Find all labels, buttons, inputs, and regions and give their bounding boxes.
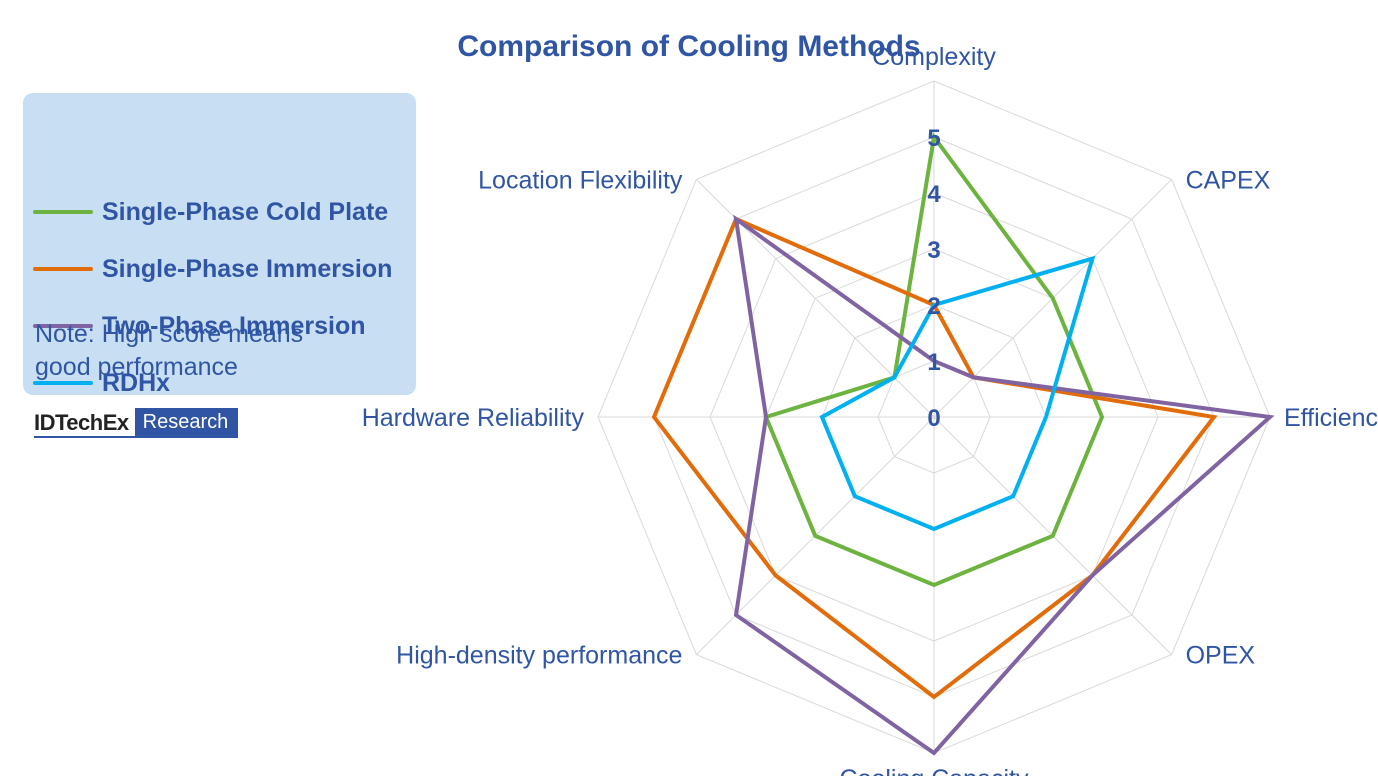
radial-tick-label: 4	[927, 181, 941, 208]
series-line-rdhx	[819, 255, 1096, 532]
axis-label-efficiency: Efficiency	[1284, 404, 1378, 432]
legend-label: Single-Phase Cold Plate	[102, 197, 389, 226]
axis-label-location-flexibility: Location Flexibility	[478, 166, 683, 194]
legend-item-single-phase-immersion[interactable]: Single-Phase Immersion	[33, 254, 392, 284]
legend-swatch	[33, 267, 93, 271]
brand-logo: IDTechEx Research	[34, 408, 239, 438]
axis-label-cooling-capacity: Cooling Capacity	[840, 765, 1029, 776]
brand-name: IDTechEx	[34, 408, 135, 438]
axis-label-capex: CAPEX	[1186, 166, 1271, 194]
legend-note: Note: High score means good performance	[35, 320, 304, 381]
radial-tick-label: 1	[927, 349, 940, 376]
series-line-two-phase-immersion	[733, 214, 1275, 756]
legend-item-rdhx[interactable]: RDHx	[33, 368, 170, 398]
axis-spoke	[696, 179, 935, 418]
axis-label-opex: OPEX	[1186, 642, 1256, 670]
legend-label: Two-Phase Immersion	[102, 311, 366, 340]
radial-tick-label: 3	[927, 237, 940, 264]
chart-title: Comparison of Cooling Methods	[457, 30, 921, 63]
legend-swatch	[33, 381, 93, 385]
legend-item-two-phase-immersion[interactable]: Two-Phase Immersion	[33, 311, 366, 341]
brand-tag: Research	[134, 408, 239, 438]
radial-tick-label: 2	[927, 293, 940, 320]
legend: Single-Phase Cold Plate Single-Phase Imm…	[23, 93, 416, 398]
radial-tick-label: 5	[927, 125, 940, 152]
radial-tick-label: 0	[927, 405, 940, 432]
legend-label: Single-Phase Immersion	[102, 254, 393, 283]
axis-label-hardware-reliability: Hardware Reliability	[362, 404, 585, 432]
axis-label-complexity: Complexity	[872, 43, 996, 71]
legend-swatch	[33, 324, 93, 328]
legend-item-single-phase-cold-plate[interactable]: Single-Phase Cold Plate	[33, 197, 388, 227]
axis-label-high-density-performance: High-density performance	[396, 642, 682, 670]
legend-swatch	[33, 210, 93, 214]
legend-label: RDHx	[102, 368, 171, 397]
